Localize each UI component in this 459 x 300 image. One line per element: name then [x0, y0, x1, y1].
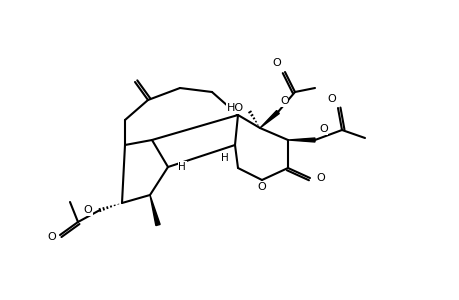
Text: O: O: [272, 58, 280, 68]
Text: O: O: [315, 173, 324, 183]
Text: H: H: [221, 153, 229, 163]
Text: O: O: [47, 232, 56, 242]
Polygon shape: [287, 138, 314, 142]
Text: HO: HO: [226, 103, 243, 113]
Text: O: O: [257, 182, 266, 192]
Text: H: H: [178, 162, 185, 172]
Text: O: O: [83, 205, 92, 215]
Text: O: O: [318, 124, 327, 134]
Polygon shape: [150, 195, 160, 226]
Text: O: O: [326, 94, 335, 104]
Text: O: O: [280, 96, 288, 106]
Polygon shape: [259, 110, 279, 128]
